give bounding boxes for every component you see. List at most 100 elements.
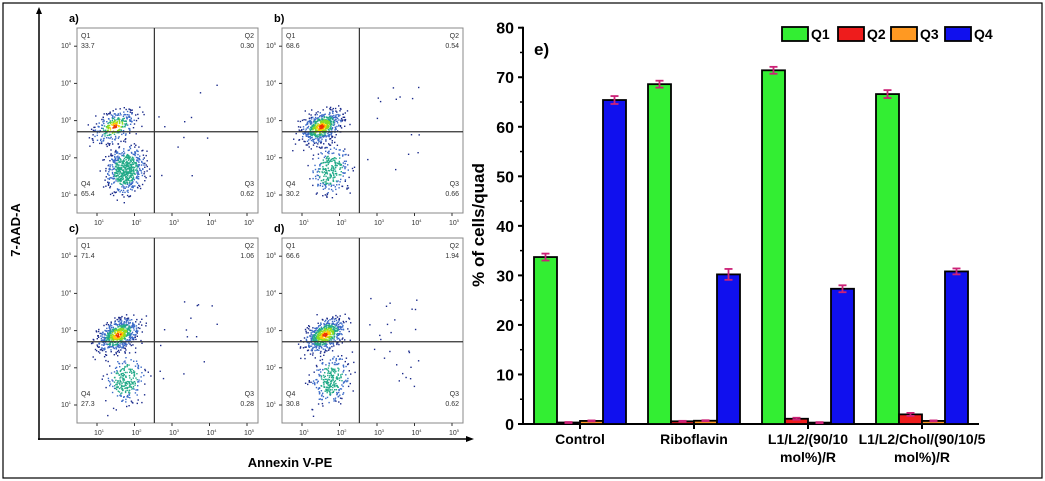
event-dot	[122, 342, 124, 344]
event-dot	[122, 372, 124, 375]
event-dot	[324, 332, 326, 335]
event-dot	[327, 329, 329, 331]
event-dot	[108, 174, 110, 176]
event-dot	[131, 156, 134, 158]
event-dot	[348, 317, 350, 319]
event-dot	[326, 127, 328, 130]
event-dot	[92, 139, 94, 141]
event-dot	[105, 351, 107, 353]
event-dot	[395, 168, 397, 171]
event-dot	[206, 137, 209, 139]
event-dot	[325, 179, 328, 181]
event-dot	[128, 155, 130, 157]
event-dot	[113, 167, 115, 170]
event-dot	[107, 126, 110, 128]
event-dot	[332, 375, 334, 377]
event-dot	[333, 323, 336, 326]
event-dot	[325, 397, 327, 400]
event-dot	[307, 127, 309, 129]
event-dot	[307, 349, 310, 351]
event-dot	[118, 351, 120, 353]
event-dot	[349, 123, 351, 126]
event-dot	[338, 358, 340, 361]
event-dot	[306, 123, 308, 125]
event-dot	[143, 171, 146, 173]
event-dot	[338, 329, 340, 331]
event-dot	[133, 337, 135, 340]
event-dot	[334, 340, 337, 342]
event-dot	[115, 328, 118, 331]
event-dot	[315, 343, 317, 345]
event-dot	[128, 382, 130, 384]
event-dot	[335, 314, 337, 317]
event-dot	[130, 117, 132, 119]
event-dot	[116, 395, 119, 397]
event-dot	[159, 370, 161, 372]
event-dot	[343, 366, 345, 368]
event-dot	[343, 172, 346, 174]
event-dot	[317, 185, 319, 187]
event-dot	[343, 321, 345, 324]
event-dot	[101, 378, 103, 380]
category-label: mol%)/R	[894, 449, 950, 465]
event-dot	[121, 121, 124, 124]
event-dot	[123, 152, 126, 154]
event-dot	[97, 330, 100, 333]
event-dot	[324, 348, 326, 351]
event-dot	[120, 189, 122, 192]
event-dot	[324, 343, 326, 345]
event-dot	[131, 368, 133, 371]
event-dot	[108, 346, 110, 348]
event-dot	[337, 113, 339, 116]
event-dot	[333, 335, 335, 338]
event-dot	[308, 325, 310, 327]
event-dot	[124, 387, 126, 390]
event-dot	[351, 351, 354, 353]
event-dot	[111, 173, 114, 175]
event-dot	[325, 328, 327, 331]
event-dot	[307, 125, 310, 128]
event-dot	[320, 334, 322, 336]
event-dot	[106, 337, 108, 339]
panel-label: a)	[69, 13, 79, 25]
event-dot	[347, 328, 349, 330]
event-dot	[334, 372, 336, 374]
event-dot	[326, 171, 328, 174]
event-dot	[323, 130, 325, 132]
event-dot	[332, 190, 334, 192]
event-dot	[416, 299, 418, 301]
event-dot	[107, 414, 109, 417]
event-dot	[322, 136, 325, 138]
event-dot	[111, 329, 114, 331]
event-dot	[131, 121, 133, 123]
event-dot	[113, 371, 116, 373]
event-dot	[183, 136, 185, 139]
event-dot	[101, 344, 103, 346]
event-dot	[373, 348, 376, 351]
event-dot	[109, 337, 111, 340]
event-dot	[116, 162, 118, 165]
event-dot	[326, 125, 328, 127]
event-dot	[334, 176, 336, 178]
bar-q1	[761, 69, 786, 425]
event-dot	[342, 162, 344, 164]
event-dot	[119, 370, 122, 373]
event-dot	[380, 338, 382, 341]
event-dot	[123, 172, 125, 174]
plot-frame	[281, 237, 464, 424]
event-dot	[328, 169, 330, 172]
event-dot	[125, 162, 127, 164]
event-dot	[321, 344, 323, 346]
event-dot	[126, 333, 129, 335]
event-dot	[327, 388, 330, 390]
event-dot	[332, 317, 334, 319]
event-dot	[97, 351, 100, 353]
event-dot	[306, 123, 309, 125]
quadrant-name: Q4	[286, 181, 295, 188]
event-dot	[320, 122, 322, 124]
event-dot	[135, 329, 138, 331]
event-dot	[319, 368, 321, 371]
event-dot	[325, 140, 327, 142]
event-dot	[107, 126, 109, 128]
event-dot	[314, 337, 317, 339]
